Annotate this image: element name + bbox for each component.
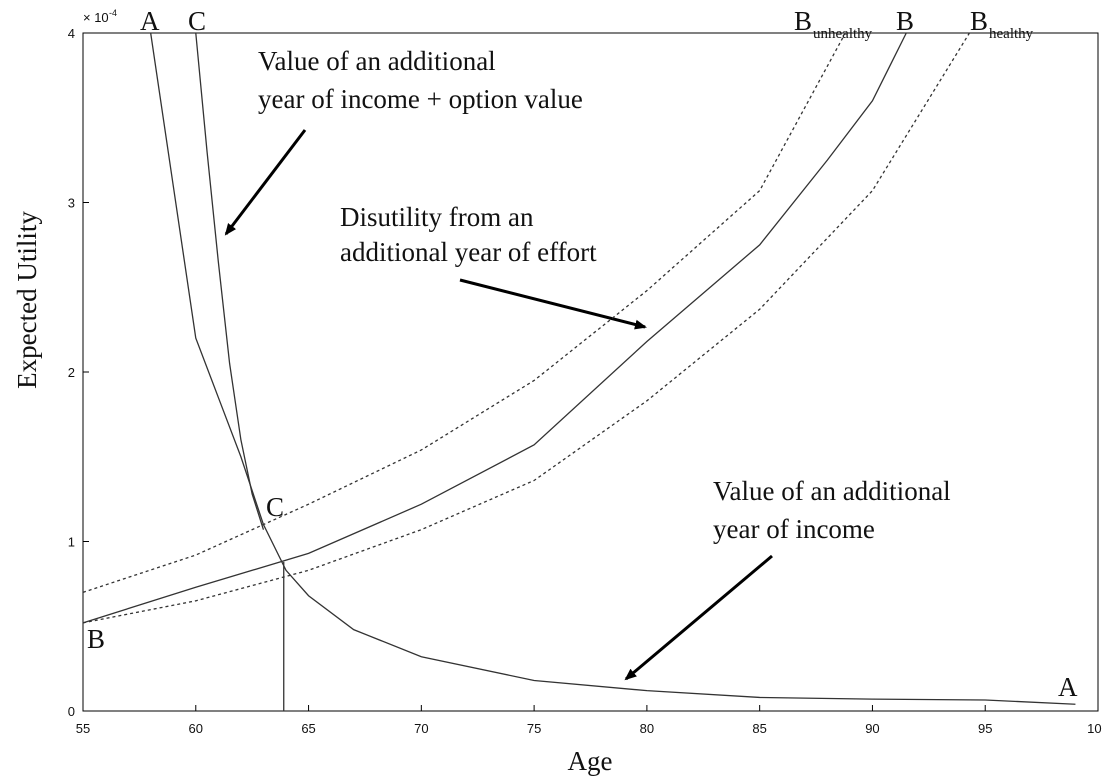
plot-frame [82, 32, 1099, 712]
curve-label-sub: healthy [989, 26, 1034, 42]
series-line [82, 32, 846, 593]
x-tick-label: 70 [414, 721, 428, 736]
arrow [624, 554, 773, 681]
annotation: Value of an additional [258, 46, 496, 76]
curve-label-sub: unhealthy [813, 26, 873, 42]
series-line [195, 32, 265, 530]
arrow [459, 278, 647, 330]
x-tick-label: 100 [1087, 721, 1102, 736]
x-tick-label: 55 [76, 721, 90, 736]
x-tick-label: 60 [189, 721, 203, 736]
y-tick-label: 2 [68, 365, 75, 380]
annotation: year of income + option value [258, 84, 583, 114]
curve-label: B [970, 6, 988, 36]
arrow [224, 129, 307, 236]
y-tick-label: 1 [68, 535, 75, 550]
y-tick-label: 3 [68, 196, 75, 211]
series-line [150, 32, 1076, 705]
x-tick-label: 95 [978, 721, 992, 736]
x-tick-label: 65 [301, 721, 315, 736]
annotation: Value of an additional [713, 476, 951, 506]
x-tick-label: 80 [640, 721, 654, 736]
annotation: additional year of effort [340, 237, 597, 267]
y-axis-label: Expected Utility [12, 211, 42, 389]
x-tick-label: 90 [865, 721, 879, 736]
x-tick-label: 85 [752, 721, 766, 736]
curve-label: A [140, 6, 160, 36]
annotation: Disutility from an [340, 202, 534, 232]
series-line [82, 32, 970, 624]
y-tick-label: 4 [68, 26, 75, 41]
curve-label: B [896, 6, 914, 36]
curve-label: B [87, 624, 105, 654]
curve-label: C [266, 492, 284, 522]
y-tick-label: 0 [68, 704, 75, 719]
x-axis-label: Age [568, 746, 613, 776]
series-line [82, 32, 907, 624]
x-tick-label: 75 [527, 721, 541, 736]
y-scale-exponent: -4 [109, 8, 117, 18]
curve-label: A [1058, 672, 1078, 702]
y-scale-base: × 10 [83, 10, 109, 25]
annotation: year of income [713, 514, 875, 544]
curve-label: B [794, 6, 812, 36]
curve-label: C [188, 6, 206, 36]
